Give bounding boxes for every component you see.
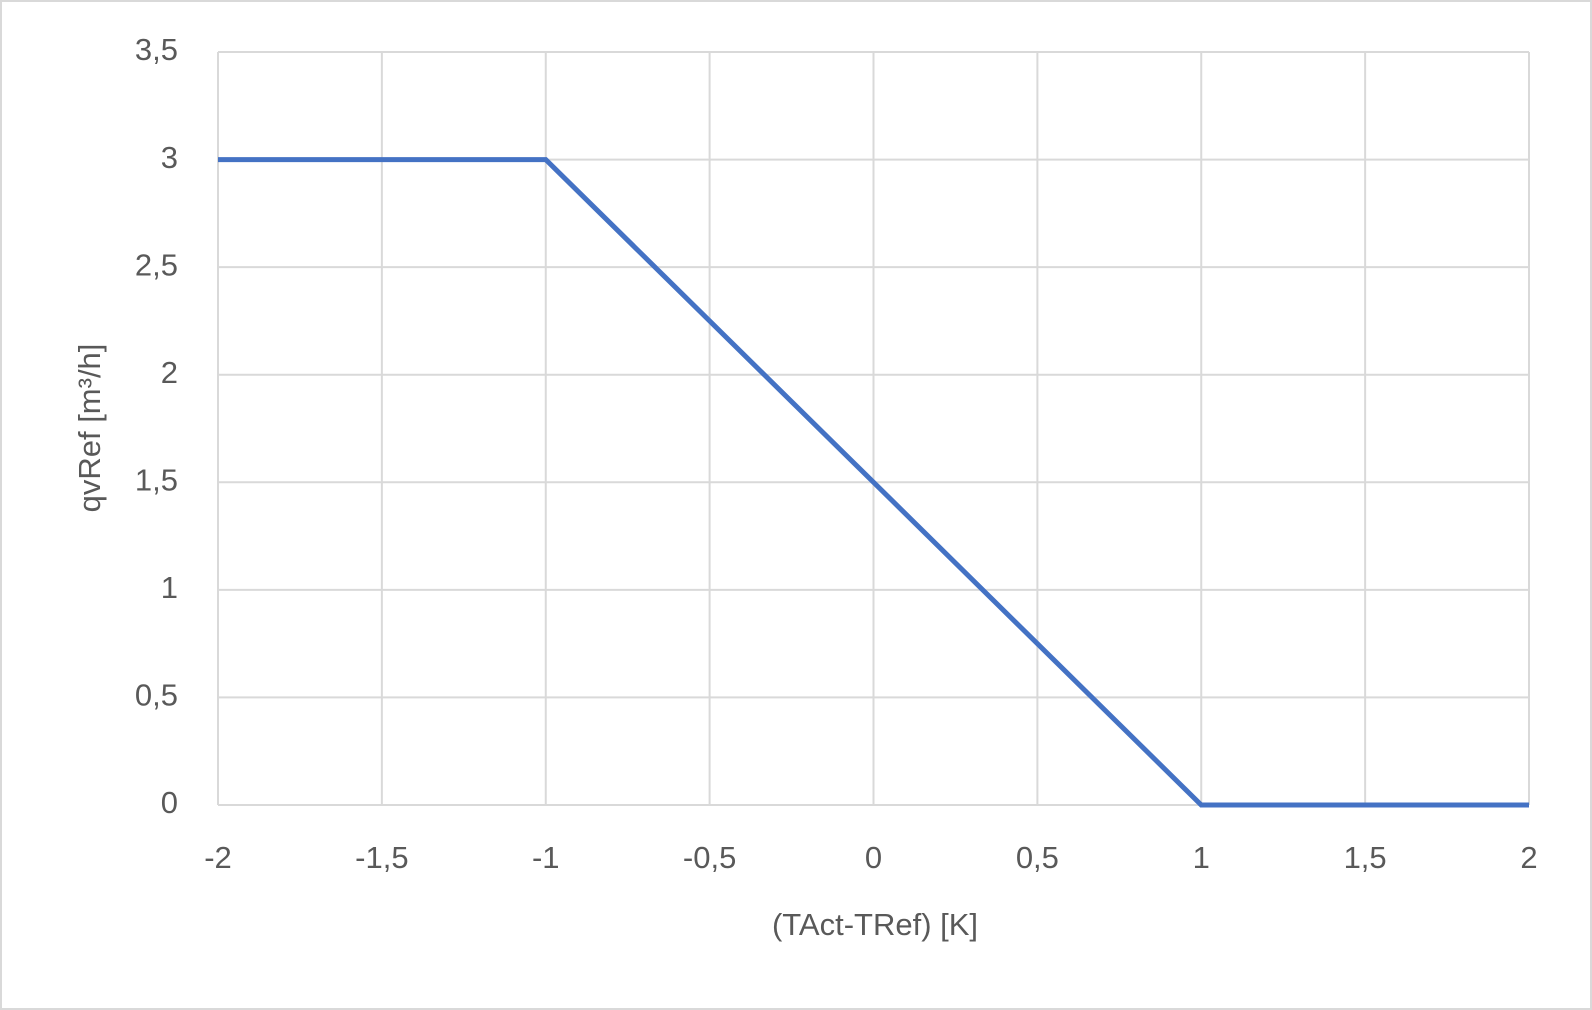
x-tick-label: 0,5: [1016, 840, 1059, 875]
y-tick-label: 0: [161, 785, 178, 820]
y-tick-label: 0,5: [135, 678, 178, 713]
x-axis-label: (TAct-TRef) [K]: [772, 907, 978, 942]
y-tick-label: 3,5: [135, 32, 178, 67]
y-tick-label: 1: [161, 570, 178, 605]
data-line: [218, 157, 1529, 808]
x-tick-label: -2: [204, 840, 232, 875]
x-tick-label: -0,5: [683, 840, 736, 875]
x-tick-label: 1,5: [1344, 840, 1387, 875]
y-tick-label: 2: [161, 355, 178, 390]
x-tick-label: 0: [865, 840, 882, 875]
x-tick-label: 2: [1520, 840, 1537, 875]
x-tick-label: 1: [1193, 840, 1210, 875]
y-tick-label: 2,5: [135, 247, 178, 282]
x-tick-label: -1: [532, 840, 560, 875]
y-axis-label: qvRef [m³/h]: [72, 344, 107, 513]
y-tick-label: 3: [161, 140, 178, 175]
y-tick-label: 1,5: [135, 462, 178, 497]
x-tick-label: -1,5: [355, 840, 408, 875]
